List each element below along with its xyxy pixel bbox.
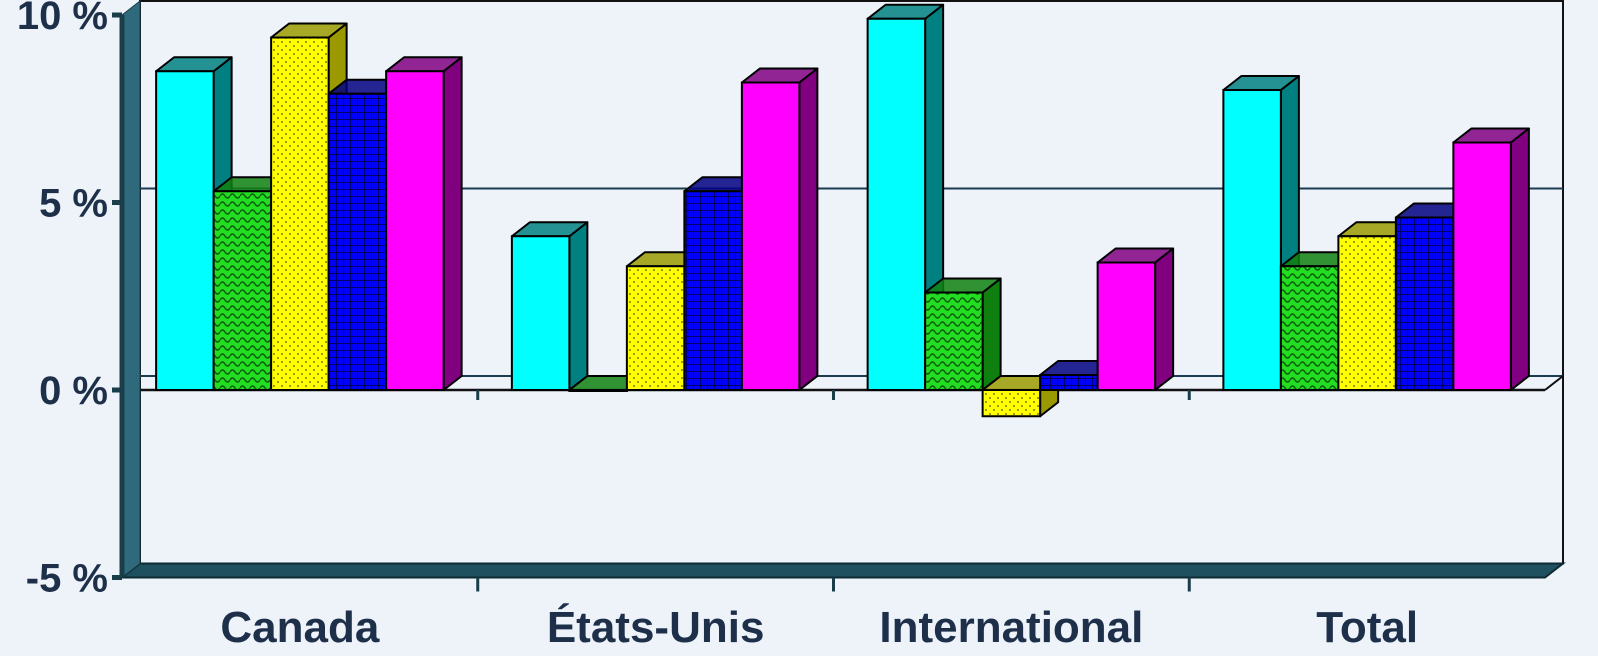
plot-frame [112,0,1566,592]
bar [866,3,945,391]
bar-front [1039,374,1099,391]
zero-plane-edge [1544,375,1564,391]
bar-side [981,277,1002,391]
bar-front [1222,89,1282,391]
bar-front [1452,141,1512,391]
bar [1452,127,1530,391]
plot-marks [155,3,1530,418]
y-axis-wall [121,0,141,579]
bar-front [212,190,273,391]
bar [1096,247,1175,391]
bar-front [1096,261,1157,391]
bar-side [568,221,589,391]
category-label: Total [1316,603,1418,652]
bar-front [625,265,686,391]
bar-front [385,70,445,391]
y-tick-label: -5 % [26,557,108,601]
bar-front [924,291,984,391]
bar-side [442,56,463,391]
bar-front [510,235,571,391]
category-label: International [879,603,1143,652]
bar-front [568,389,628,392]
bar-front [740,81,801,391]
bar-front [981,389,1042,418]
bar-front [155,70,215,391]
y-tick-label: 0 % [39,369,108,413]
bar-side [798,67,819,391]
bar-front [683,190,743,391]
y-tick-label: 5 % [39,182,108,226]
category-label: États-Unis [547,602,765,652]
bar-side [1509,127,1530,391]
bar-front [1337,235,1397,391]
bar [740,67,819,391]
bar [385,56,463,391]
category-label: Canada [220,603,379,652]
bar-side [1154,247,1175,391]
axis-labels: -5 % 0 % 5 % 10 % Canada États-Unis Internatio… [17,0,1418,652]
floor [119,562,1566,579]
bar-front [327,92,388,391]
bar [510,221,589,391]
bar-front [1279,265,1340,391]
bar-front [1394,216,1455,391]
bar-front [866,17,927,391]
bar [924,277,1002,391]
y-tick-label: 10 % [17,0,108,38]
bar-front [270,36,330,391]
